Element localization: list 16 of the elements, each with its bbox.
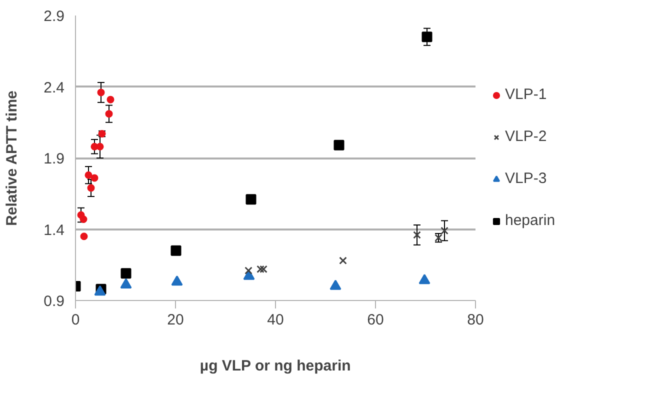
x-tick-label: 80	[467, 312, 484, 328]
x-axis-title: µg VLP or ng heparin	[200, 358, 351, 374]
legend-label: VLP-3	[505, 170, 547, 187]
x-tick-label: 0	[71, 312, 80, 328]
y-tick-label: 2.4	[44, 79, 65, 96]
y-tick-label: 1.4	[44, 222, 65, 239]
y-tick-label: 1.9	[44, 150, 65, 168]
x-tick-label: 60	[367, 312, 384, 328]
y-tick-label: 2.9	[44, 8, 65, 25]
x-tick-label: 40	[267, 312, 284, 328]
legend-label: VLP-1	[505, 86, 547, 103]
legend-label: VLP-2	[505, 128, 547, 145]
legend-label: heparin	[505, 212, 556, 229]
y-axis-title: Relative APTT time	[4, 90, 21, 226]
x-tick-label: 20	[167, 312, 184, 328]
y-tick-label: 0.9	[44, 293, 65, 310]
